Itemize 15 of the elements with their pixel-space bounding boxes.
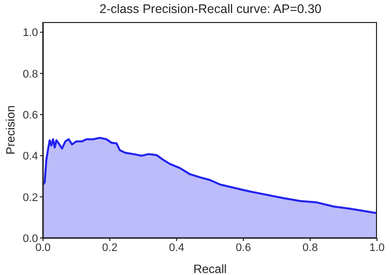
x-tick-label: 0.2	[102, 242, 118, 254]
y-tick-label: 1.0	[22, 27, 38, 40]
y-tick-label: 0.2	[22, 192, 38, 204]
y-tick-label: 0.0	[22, 232, 38, 245]
chart-title: 2-class Precision-Recall curve: AP=0.30	[98, 2, 322, 16]
y-tick-label: 0.4	[22, 150, 38, 163]
x-tick-label: 0.8	[302, 242, 318, 254]
x-axis-title: Recall	[193, 262, 227, 275]
y-tick-label: 0.8	[22, 68, 38, 80]
y-axis-title: Precision	[3, 105, 18, 155]
y-tick-label: 0.6	[22, 109, 38, 122]
x-tick-label: 1.0	[369, 242, 385, 254]
x-tick-label: 0.0	[35, 242, 51, 254]
x-tick-label: 0.6	[236, 242, 252, 254]
x-tick-label: 0.4	[168, 242, 184, 254]
